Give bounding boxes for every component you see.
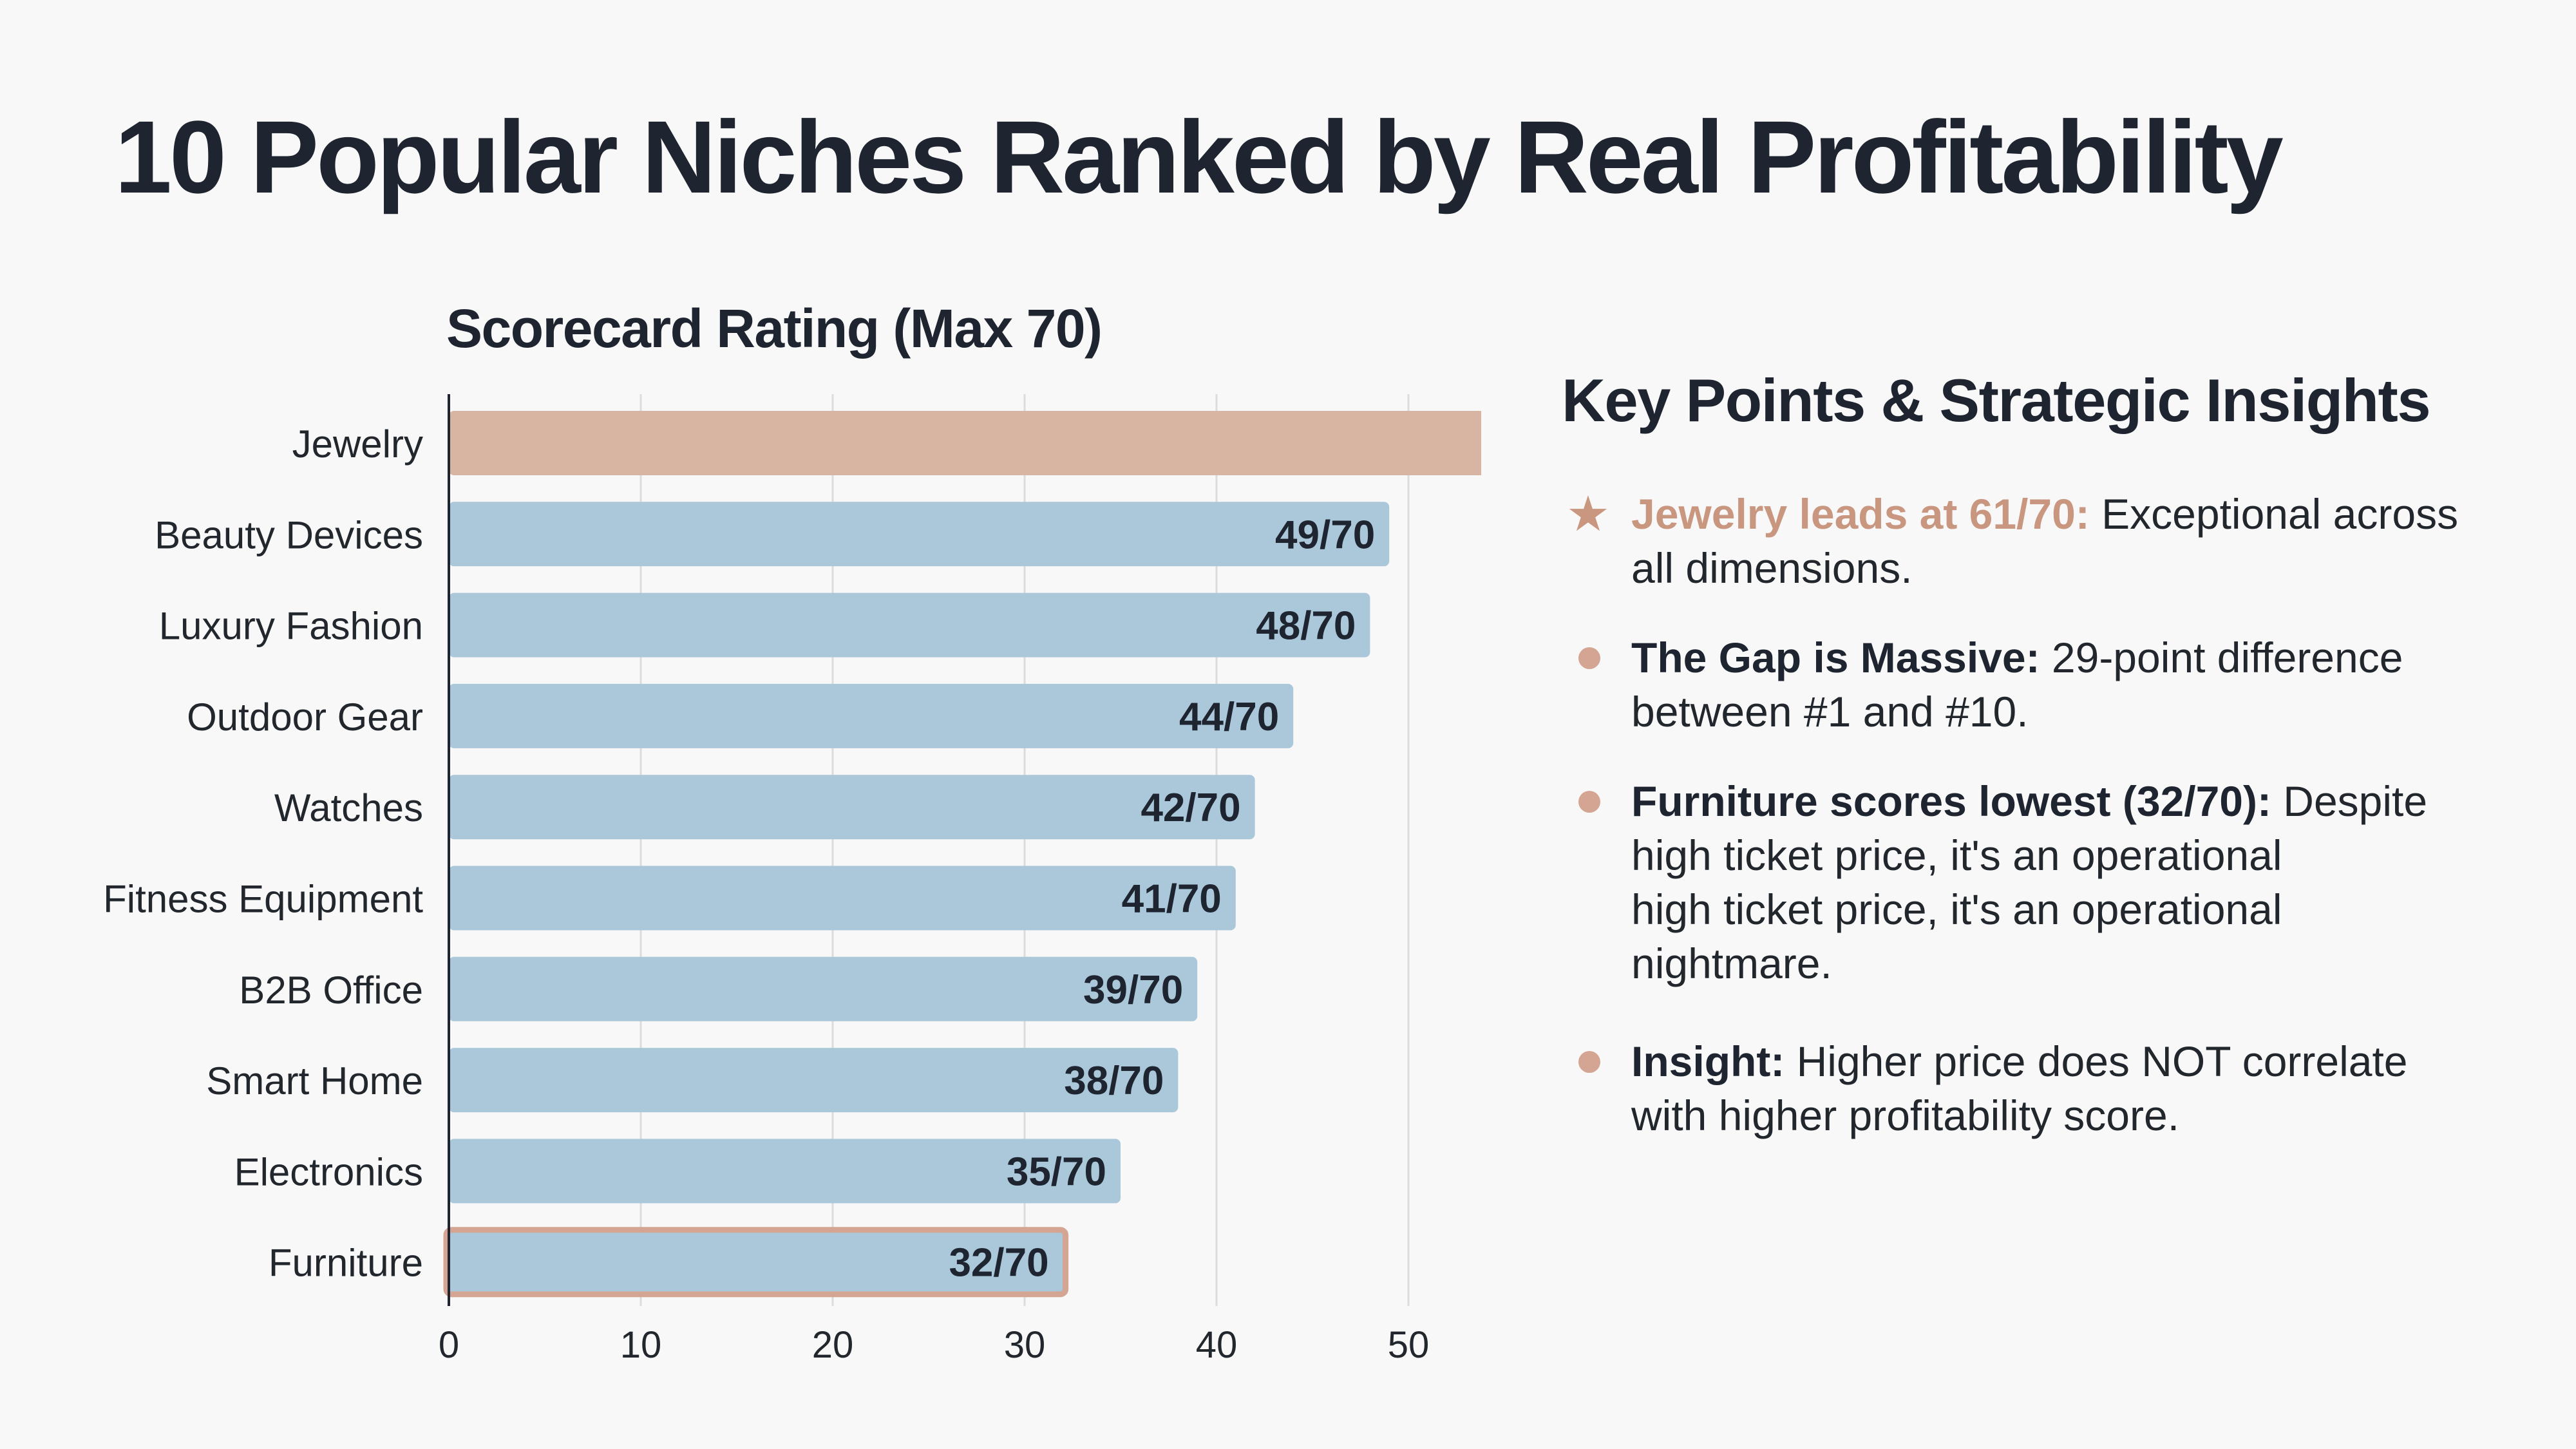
bar [449, 683, 1294, 748]
insight-text: Despite [2271, 777, 2428, 825]
insight-text: Exceptional across [2089, 490, 2459, 538]
data-label: 49/70 [1275, 513, 1375, 557]
chart-title: Scorecard Rating (Max 70) [446, 298, 1103, 359]
tick-label: 0 [439, 1324, 459, 1366]
insight-text: Higher price does NOT correlate [1785, 1037, 2408, 1085]
star-icon: ★ [1566, 485, 1611, 542]
insight-text: with higher profitability score. [1631, 1092, 2180, 1139]
category-label: Outdoor Gear [187, 696, 423, 739]
data-label: 48/70 [1256, 604, 1356, 649]
insight-item-4: Insight: Higher price does NOT correlate… [1631, 1034, 2494, 1142]
data-label: 44/70 [1179, 695, 1279, 739]
category-label: Electronics [234, 1150, 423, 1193]
insight-text: nightmare. [1631, 940, 1832, 987]
insight-text: high ticket price, it's an operational [1631, 886, 2282, 933]
insight-lead: Furniture scores lowest (32/70): [1631, 777, 2271, 825]
bar [449, 866, 1236, 931]
insights-title: Key Points & Strategic Insights [1562, 366, 2431, 434]
data-label: 35/70 [1007, 1150, 1106, 1194]
bar [449, 592, 1370, 658]
bar [449, 775, 1255, 840]
category-label: Smart Home [206, 1059, 423, 1103]
data-label: 32/70 [949, 1241, 1048, 1285]
tick-label: 40 [1196, 1324, 1238, 1366]
insight-item-3: Furniture scores lowest (32/70): Despite… [1631, 774, 2494, 990]
category-label: B2B Office [239, 969, 423, 1012]
tick-label: 50 [1388, 1324, 1430, 1366]
category-label: Furniture [269, 1242, 423, 1285]
insight-lead: Insight: [1631, 1037, 1785, 1085]
category-label: Beauty Devices [155, 513, 423, 556]
insight-text: 29-point difference [2040, 634, 2403, 681]
bar [449, 411, 1481, 475]
bullet-icon [1578, 1051, 1600, 1073]
data-label: 38/70 [1064, 1059, 1164, 1103]
data-label: 42/70 [1141, 786, 1240, 830]
tick-label: 10 [620, 1324, 662, 1366]
bullet-icon [1578, 647, 1600, 669]
bar [449, 956, 1198, 1021]
data-label: 41/70 [1122, 877, 1222, 922]
insight-item-1: Jewelry leads at 61/70: Exceptional acro… [1631, 487, 2494, 595]
insight-text: high ticket price, it's an operational [1631, 831, 2282, 879]
category-label: Jewelry [292, 422, 423, 466]
tick-label: 30 [1004, 1324, 1046, 1366]
data-label: 39/70 [1083, 968, 1183, 1012]
page-title: 10 Popular Niches Ranked by Real Profita… [115, 99, 2284, 214]
insight-lead: The Gap is Massive: [1631, 634, 2040, 681]
insight-text: all dimensions. [1631, 544, 1913, 592]
bar [449, 502, 1390, 567]
category-label: Fitness Equipment [103, 878, 423, 921]
bar [443, 1227, 1069, 1298]
insight-item-2: The Gap is Massive: 29-point difference … [1631, 630, 2494, 739]
category-label: Watches [274, 786, 423, 829]
bar [449, 1048, 1179, 1113]
tick-label: 20 [812, 1324, 854, 1366]
bullet-icon [1578, 791, 1600, 813]
insight-lead: Jewelry leads at 61/70: [1631, 490, 2090, 538]
bar [449, 1139, 1121, 1204]
insight-text: between #1 and #10. [1631, 688, 2029, 735]
category-label: Luxury Fashion [159, 605, 423, 648]
